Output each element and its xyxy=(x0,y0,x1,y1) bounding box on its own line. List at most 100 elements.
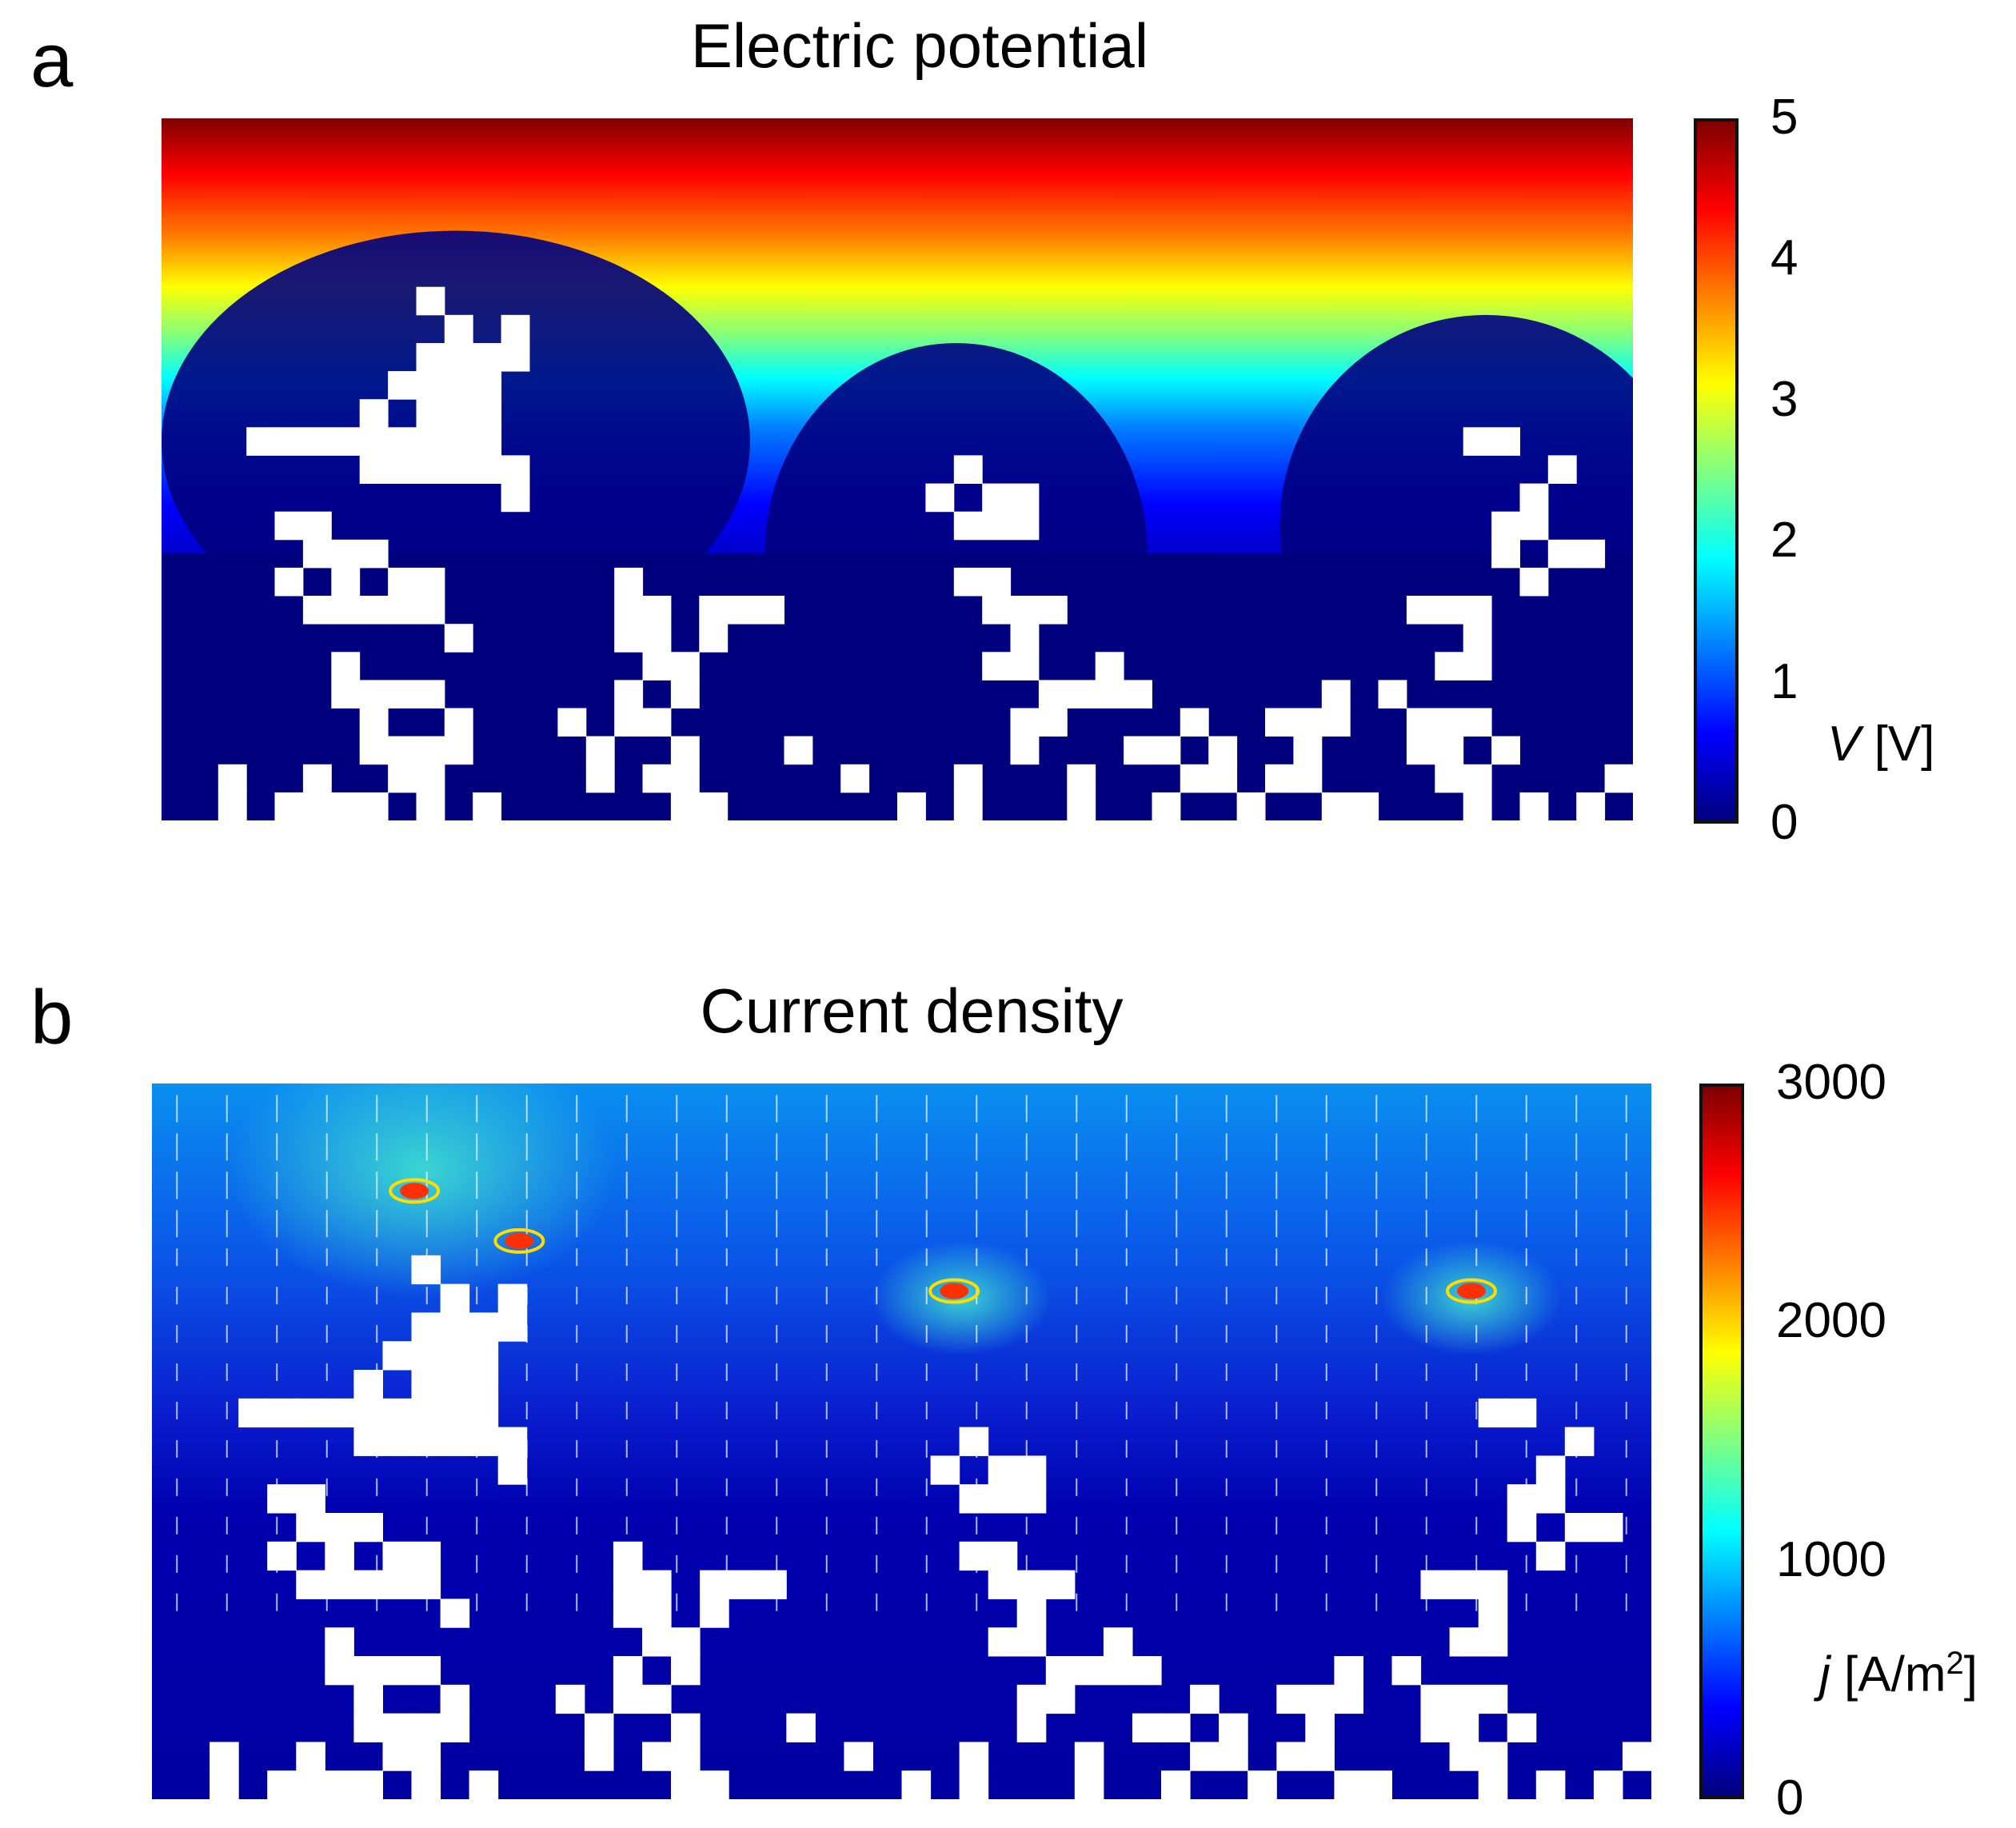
deposit-cell xyxy=(382,1570,413,1599)
deposit-cell xyxy=(1593,1770,1623,1799)
deposit-cell xyxy=(497,1312,528,1342)
colorbar-tick-0: 0 xyxy=(1776,1770,1804,1826)
deposit-cell xyxy=(444,343,473,372)
deposit-cell xyxy=(497,1283,528,1313)
deposit-cell xyxy=(388,680,417,708)
colorbar-tick-1000: 1000 xyxy=(1776,1531,1886,1587)
deposit-cell xyxy=(440,1283,470,1313)
deposit-cell xyxy=(1535,1541,1566,1571)
deposit-cell xyxy=(1576,539,1606,569)
deposit-cell xyxy=(440,1427,470,1456)
deposit-cell xyxy=(1604,764,1633,793)
deposit-cell xyxy=(1547,539,1577,569)
deposit-cell xyxy=(1449,1713,1479,1742)
deposit-cell xyxy=(1420,1570,1451,1599)
deposit-cell xyxy=(1293,708,1323,737)
panel-letter-b: b xyxy=(30,975,74,1060)
deposit-cell xyxy=(325,1570,354,1599)
deposit-cell xyxy=(988,1570,1018,1599)
deposit-cell xyxy=(1219,1713,1248,1742)
deposit-cell xyxy=(1435,652,1464,681)
deposit-cell xyxy=(1449,1684,1479,1714)
deposit-cell xyxy=(1180,708,1209,737)
deposit-cell xyxy=(325,1541,354,1571)
deposit-cell xyxy=(411,1255,441,1285)
deposit-cell xyxy=(267,1541,297,1571)
deposit-cell xyxy=(1478,1742,1508,1771)
deposit-cell xyxy=(1507,1398,1537,1428)
current-density-svg xyxy=(152,1084,1651,1799)
deposit-cell xyxy=(1045,1570,1076,1599)
deposit-cell xyxy=(238,1398,268,1428)
deposit-cell xyxy=(1265,708,1294,737)
deposit-cell xyxy=(246,427,276,456)
deposit-cell xyxy=(444,455,473,484)
deposit-cell xyxy=(1132,1713,1162,1742)
deposit-cell xyxy=(1478,1570,1508,1599)
colorbar-unit-j-prefix: [A/m xyxy=(1844,1646,1946,1702)
current-hotspot xyxy=(1457,1283,1486,1299)
deposit-cell xyxy=(757,1570,787,1599)
deposit-cell xyxy=(1449,1627,1479,1657)
current-hotspot xyxy=(505,1232,534,1249)
deposit-cell xyxy=(1010,736,1040,765)
deposit-cell xyxy=(670,764,700,793)
deposit-cell xyxy=(1334,1770,1363,1799)
deposit-cell xyxy=(700,1570,729,1599)
deposit-cell xyxy=(1406,736,1435,765)
deposit-cell xyxy=(642,624,672,653)
deposit-cell xyxy=(473,371,502,400)
deposit-cell xyxy=(1180,764,1209,793)
deposit-cell xyxy=(1406,708,1435,737)
deposit-cell xyxy=(359,455,389,484)
deposit-cell xyxy=(614,596,644,625)
deposit-cell xyxy=(699,624,729,653)
deposit-cell xyxy=(331,539,361,569)
deposit-cell xyxy=(1276,1684,1306,1714)
deposit-cell xyxy=(700,1599,729,1628)
deposit-cell xyxy=(497,1427,528,1456)
deposit-cell xyxy=(613,1570,643,1599)
deposit-cell xyxy=(359,792,389,820)
deposit-cell xyxy=(382,1713,413,1742)
deposit-cell xyxy=(473,455,502,484)
deposit-cell xyxy=(642,708,672,737)
panel-letter-a: a xyxy=(30,18,74,103)
deposit-cell xyxy=(302,792,332,820)
deposit-cell xyxy=(1016,1599,1047,1628)
deposit-cells xyxy=(218,286,1633,820)
deposit-cell xyxy=(473,343,502,372)
colorbar-tick-5: 5 xyxy=(1770,90,1798,145)
chart-title-a: Electric potential xyxy=(690,10,1149,81)
deposit-cell xyxy=(700,1770,729,1799)
deposit-cell xyxy=(1564,1427,1595,1456)
deposit-cell xyxy=(388,764,417,793)
deposit-cell xyxy=(353,1713,383,1742)
deposit-cell xyxy=(897,792,926,820)
deposit-cell xyxy=(1519,483,1549,513)
colorbar-tick-2: 2 xyxy=(1770,513,1798,569)
deposit-cell xyxy=(1391,1656,1422,1686)
deposit-cell xyxy=(1321,792,1351,820)
deposit-cell xyxy=(411,1341,441,1371)
deposit-cell xyxy=(844,1742,873,1771)
deposit-cell xyxy=(444,371,473,400)
deposit-cell xyxy=(1074,1742,1104,1771)
deposit-cell xyxy=(1491,427,1520,456)
colorbar-unit-j-sup: 2 xyxy=(1946,1646,1964,1681)
deposit-cell xyxy=(1132,1656,1162,1686)
deposit-cell xyxy=(642,764,672,793)
deposit-cell xyxy=(353,1513,383,1543)
deposit-cell xyxy=(642,1570,672,1599)
deposit-cell xyxy=(953,455,983,484)
deposit-cell xyxy=(440,1398,470,1428)
deposit-cell xyxy=(1016,1713,1047,1742)
deposit-cell xyxy=(1507,1484,1537,1514)
deposit-cell xyxy=(1190,1742,1220,1771)
deposit-cell xyxy=(440,1684,470,1714)
colorbar-label-current: j [A/m2] xyxy=(1819,1647,1978,1700)
deposit-cell xyxy=(1124,736,1152,765)
deposit-cell xyxy=(988,1541,1018,1571)
deposit-cell xyxy=(411,1742,441,1771)
deposit-cell xyxy=(1010,511,1040,541)
